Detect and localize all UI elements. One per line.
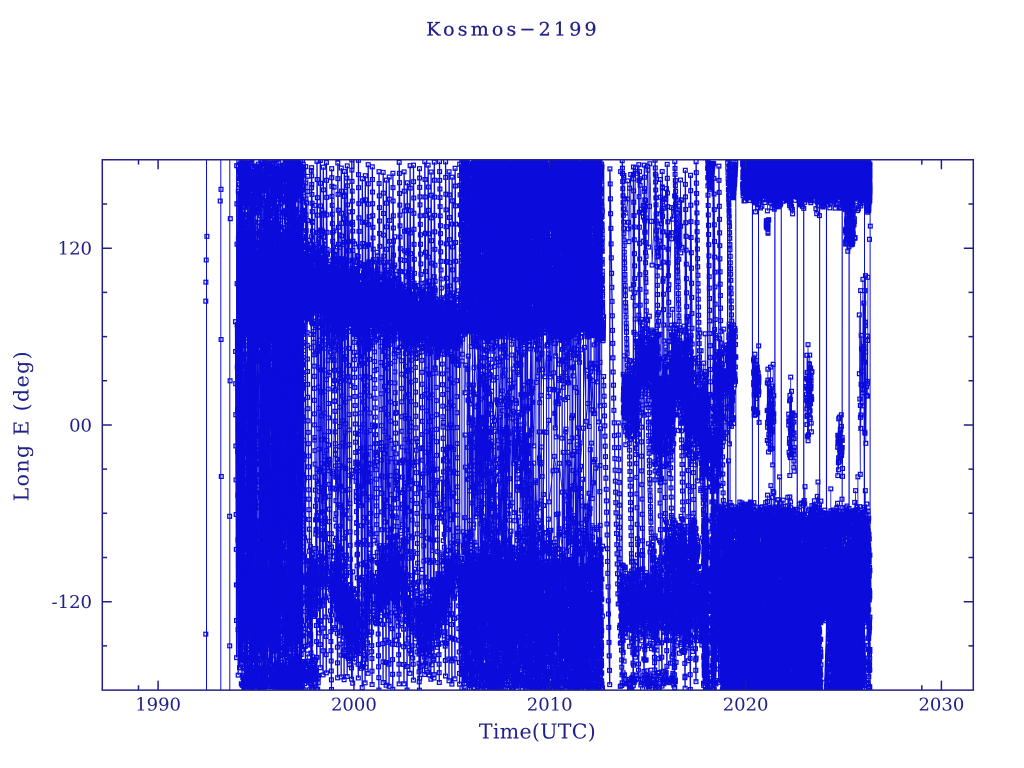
- x-tick-label-2020: 2020: [723, 694, 769, 715]
- series-line: [602, 168, 619, 685]
- x-tick-label-2010: 2010: [527, 694, 573, 715]
- y-axis-title: Long E (deg): [10, 350, 34, 501]
- data-series-layer: [203, 159, 873, 691]
- chart-title: Kosmos−2199: [426, 19, 600, 41]
- y-tick-labels: 120 00 -120: [52, 239, 92, 614]
- y-tick-label-minus120: -120: [52, 592, 92, 613]
- x-tick-label-2030: 2030: [918, 694, 964, 715]
- y-tick-label-120: 120: [58, 239, 92, 260]
- y-tick-label-00: 00: [69, 416, 92, 437]
- x-tick-label-1990: 1990: [135, 694, 181, 715]
- x-axis-title: Time(UTC): [479, 720, 596, 744]
- x-tick-labels: 1990 2000 2010 2020 2030: [135, 694, 964, 715]
- series-line: [314, 391, 452, 594]
- x-tick-label-2000: 2000: [331, 694, 377, 715]
